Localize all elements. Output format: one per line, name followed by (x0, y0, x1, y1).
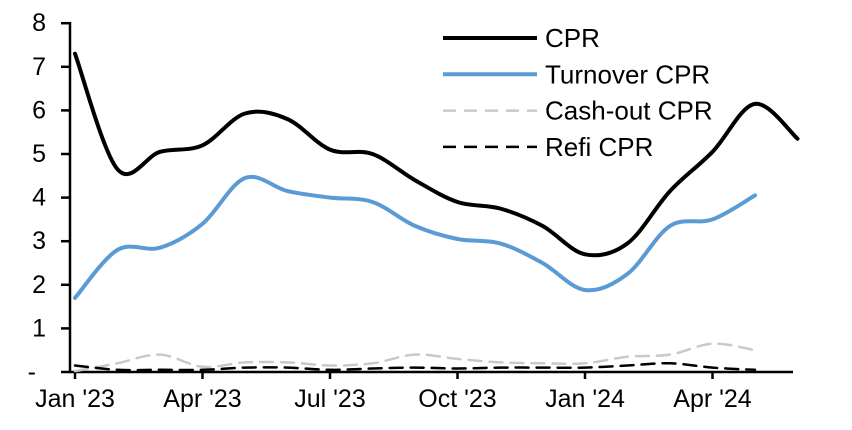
y-tick-label: 7 (32, 53, 46, 81)
x-tick-label: Jan '24 (545, 385, 625, 413)
series-line-turnover-cpr (73, 174, 757, 300)
y-tick-label: 1 (32, 314, 46, 342)
legend-label-turnover-cpr: Turnover CPR (545, 59, 710, 89)
y-tick-label: 2 (32, 271, 46, 299)
series-line-cpr (73, 51, 800, 258)
y-tick-label: 3 (32, 227, 46, 255)
y-tick-label: 8 (32, 9, 46, 37)
x-tick-label: Oct '23 (418, 385, 496, 413)
legend-label-cash-out-cpr: Cash-out CPR (545, 96, 713, 126)
x-tick-label: Apr '23 (163, 385, 241, 413)
legend-label-refi-cpr: Refi CPR (545, 132, 653, 162)
y-tick-label: - (28, 358, 36, 386)
y-tick-label: 6 (32, 96, 46, 124)
x-tick-label: Apr '24 (673, 385, 752, 413)
series-line-refi-cpr (73, 361, 757, 372)
y-tick-label: 5 (32, 140, 46, 168)
x-tick-label: Jan '23 (35, 385, 115, 413)
y-tick-label: 4 (32, 184, 46, 212)
x-tick-label: Jul '23 (294, 385, 365, 413)
series-line-cash-out-cpr (73, 342, 757, 373)
legend-label-cpr: CPR (545, 23, 600, 53)
